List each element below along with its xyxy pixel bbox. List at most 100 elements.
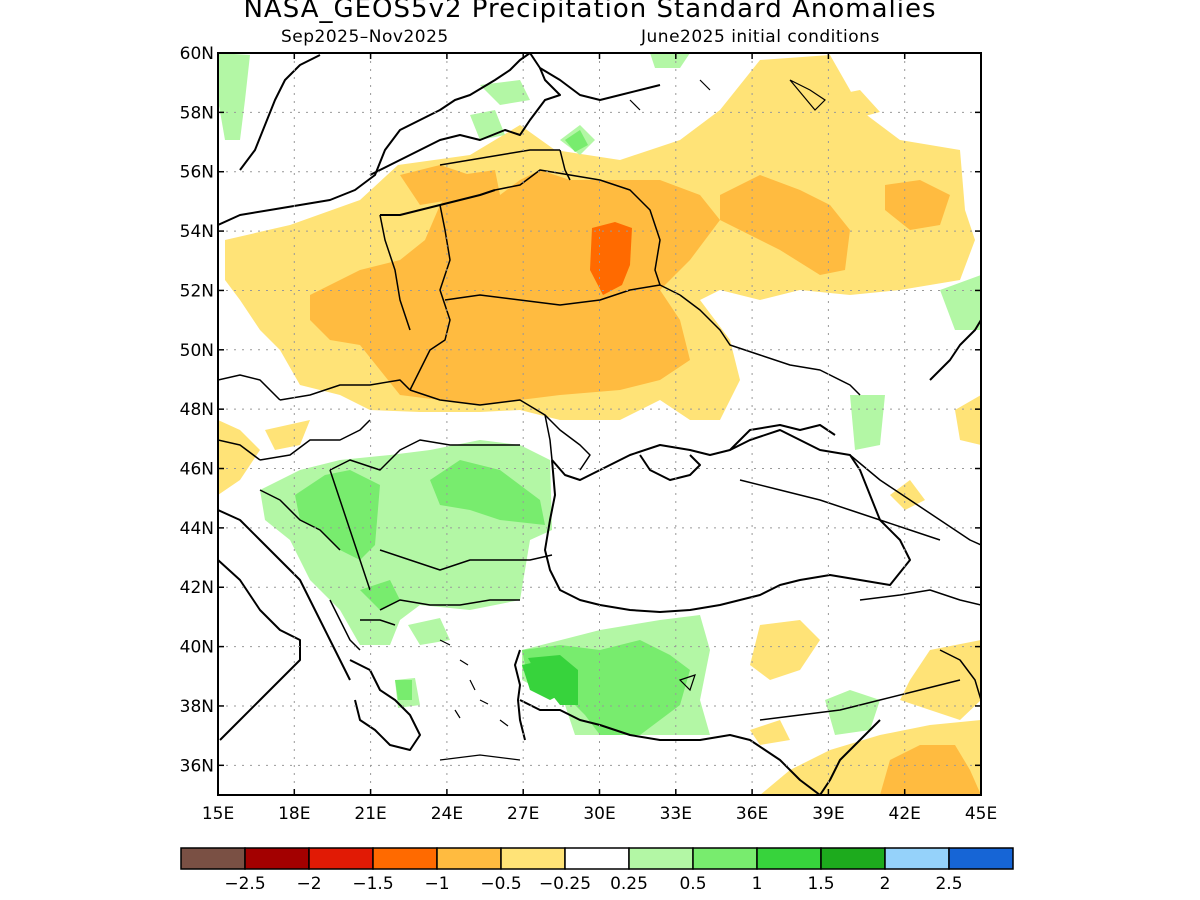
turkey-south-coast [519,699,821,795]
turkey-syria-border [759,679,961,721]
anomaly-dark-green-regions [522,655,578,705]
crete-island [439,754,521,761]
lat-tick-label: 36N [180,756,214,776]
colorbar-label: −1.5 [352,874,393,894]
colorbar-swatch [884,847,950,870]
russia-latvia-border [559,149,571,181]
light-yellow-turkey-region [750,620,820,680]
czech-border [218,374,281,401]
colorbar-swatch [692,847,758,870]
lat-tick-label: 42N [180,578,214,598]
cyprus-island [678,674,696,692]
light-green-levant-region [825,690,880,735]
ukraine-south-border [409,389,553,461]
colorbar-label: −2 [296,874,321,894]
lat-tick-label: 44N [180,519,214,539]
light-yellow-east-region [955,395,981,445]
turkey-east-border [859,589,981,606]
moldova-border [544,414,591,471]
lon-tick-label: 15E [202,804,234,824]
lon-tick-label: 36E [736,804,768,824]
lat-tick-label: 54N [180,222,214,242]
light-yellow-mideast-region [900,640,981,720]
islands [439,79,826,761]
lon-tick-label: 42E [889,804,921,824]
colorbar-label: 2 [880,874,891,894]
green-greece-region [395,680,412,700]
anomaly-dark-orange-regions [590,222,632,295]
belarus-ukraine-border [444,284,681,306]
colorbar-swatch [948,847,1014,870]
colorbar-swatch [308,847,374,870]
orange-russia-east-region [885,180,950,230]
season-subtitle: Sep2025–Nov2025 [281,27,449,47]
lon-tick-label: 45E [965,804,997,824]
colorbar-label: 1.5 [807,874,834,894]
green-baltic-region [565,130,588,152]
light-yellow-northeast-region [835,90,880,120]
orange-southeast-region [880,745,981,795]
green-romania-region [430,460,545,525]
aegean-turkey-coast [514,649,526,741]
lon-tick-label: 30E [583,804,615,824]
lat-tick-label: 48N [180,400,214,420]
lon-tick-label: 21E [354,804,386,824]
colorbar-label: 1 [752,874,763,894]
light-green-baltic-region [470,110,505,140]
romania-south-border [379,549,553,571]
caspian-coast [929,319,981,381]
colorbar-label: 0.5 [679,874,706,894]
macedonia-border [360,619,396,626]
slovakia-border [279,379,411,401]
light-yellow-hungary-region [265,420,310,450]
finland-lakes [629,79,826,111]
colorbar-label: −1 [424,874,449,894]
colorbar-label: 2.5 [935,874,962,894]
axis-ticks [217,52,982,795]
green-serbia-region [295,470,380,560]
lon-tick-label: 18E [278,804,310,824]
adriatic-coast [218,509,351,681]
romania-border [329,439,520,471]
light-yellow-lithuania-region [500,135,530,180]
colorbar-swatch [500,847,566,870]
colorbar-label: 0.25 [610,874,648,894]
light-yellow-caucasus-region [890,480,925,510]
light-green-ukraine-region [850,395,885,450]
black-sea-coast [544,429,911,613]
orange-russia-region [720,175,850,275]
dark-orange-belarus-region [590,222,632,295]
lon-tick-label: 27E [507,804,539,824]
light-green-balkans-region [260,440,552,645]
light-green-latvia-region [480,80,530,105]
dark-green-aegean-region [528,655,578,705]
light-green-east-region [940,275,981,330]
colorbar-swatch [564,847,630,870]
colorbar-swatch [372,847,438,870]
longitude-labels: 15E 18E 21E 24E 27E 30E 33E 36E 39E 42E 45E [202,804,997,824]
light-yellow-south-region [750,720,790,745]
colorbar-swatch [180,847,246,870]
bulgaria-south-border [379,599,520,611]
country-borders [218,149,981,721]
colorbar-swatch [244,847,310,870]
caucasus-border [849,454,981,546]
colorbar-swatch [820,847,886,870]
initial-conditions-subtitle: June2025 initial conditions [641,27,880,47]
albania-border [329,599,361,651]
lat-tick-label: 56N [180,163,214,183]
lon-tick-label: 33E [660,804,692,824]
lat-tick-label: 46N [180,460,214,480]
lat-tick-label: 58N [180,103,214,123]
lat-tick-label: 40N [180,638,214,658]
russia-caucasus-border [739,479,941,541]
scandinavia-coast [218,53,531,226]
lat-tick-label: 38N [180,697,214,717]
light-yellow-west-region [218,420,260,495]
lat-tick-label: 50N [180,341,214,361]
east-mediterranean-coast [819,719,881,795]
latitude-labels: 36N 38N 40N 42N 44N 46N 48N 50N 52N 54N 56N 58N 60N [180,44,214,776]
austria-border [218,439,261,461]
hungary-border [259,419,371,461]
light-green-north-region [650,53,690,68]
